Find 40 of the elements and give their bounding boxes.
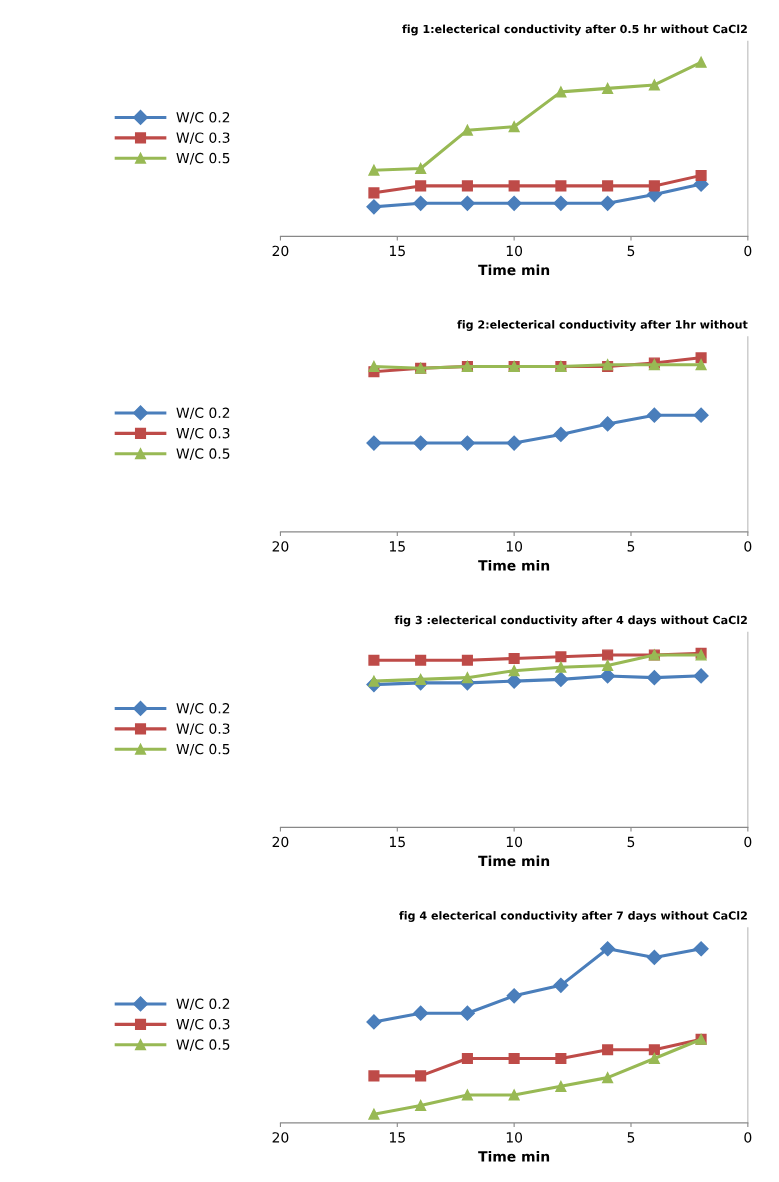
x-tick-label: 0	[744, 836, 752, 848]
x-tick-label: 0	[744, 1132, 752, 1143]
x-tick-label: 10	[506, 836, 523, 848]
x-tick-label: 5	[627, 836, 635, 848]
chart-title: fig 3 :electerical conductivity after 4 days without CaCl2	[394, 615, 747, 627]
x-tick-label: 10	[506, 1132, 523, 1143]
legend-label: W/C 0.3	[176, 132, 230, 145]
chart-title: fig 1:electerical conductivity after 0.5 hr without CaCl2	[402, 24, 747, 36]
x-tick-label: 15	[389, 1132, 405, 1143]
legend-label: W/C 0.2	[176, 407, 230, 420]
x-tick-label: 5	[627, 1132, 635, 1143]
x-tick-label: 5	[627, 245, 635, 257]
legend-label: W/C 0.5	[176, 1039, 230, 1051]
x-tick-label: 0	[744, 245, 752, 257]
x-tick-label: 20	[272, 1132, 289, 1143]
x-axis-title: Time min	[478, 559, 550, 571]
legend-label: W/C 0.5	[176, 448, 230, 460]
x-tick-label: 10	[506, 245, 523, 257]
legend-label: W/C 0.3	[176, 1018, 230, 1031]
x-tick-label: 15	[389, 836, 405, 848]
legend-label: W/C 0.5	[176, 152, 230, 165]
x-tick-label: 20	[272, 836, 289, 848]
legend-label: W/C 0.2	[176, 998, 230, 1011]
legend-label: W/C 0.3	[176, 427, 230, 440]
x-tick-label: 0	[744, 541, 752, 552]
x-axis-title: Time min	[478, 264, 550, 276]
chart-title: fig 4 electerical conductivity after 7 days without CaCl2	[399, 911, 747, 922]
legend-label: W/C 0.5	[176, 743, 230, 756]
x-axis-title: Time min	[478, 855, 550, 867]
x-tick-label: 10	[506, 541, 523, 552]
legend-label: W/C 0.2	[176, 112, 230, 124]
x-axis-title: Time min	[478, 1150, 550, 1162]
legend-label: W/C 0.3	[176, 723, 230, 736]
chart-title: fig 2:electerical conductivity after 1hr without	[457, 320, 748, 331]
x-tick-label: 20	[272, 541, 289, 552]
x-tick-label: 15	[389, 245, 405, 257]
x-tick-label: 15	[389, 541, 405, 552]
x-tick-label: 5	[627, 541, 635, 552]
x-tick-label: 20	[272, 245, 289, 257]
legend-label: W/C 0.2	[176, 703, 230, 715]
